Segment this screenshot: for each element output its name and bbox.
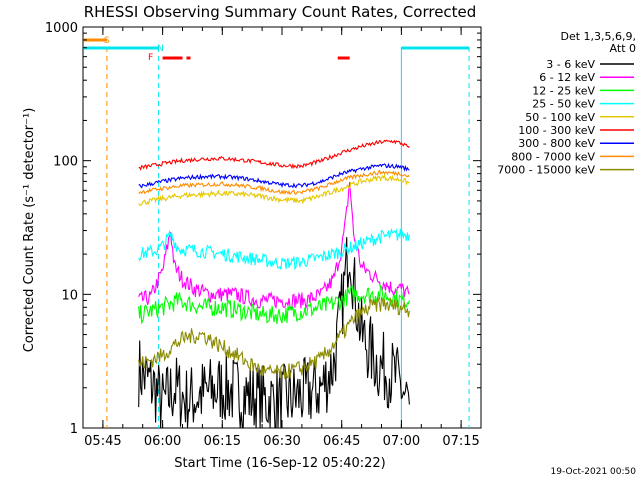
- legend-label: 50 - 100 keV: [525, 111, 595, 124]
- legend-header: Det 1,3,5,6,9,: [560, 30, 636, 43]
- legend-label: 100 - 300 keV: [518, 124, 595, 137]
- legend-label: 7000 - 15000 keV: [497, 164, 595, 177]
- legend-label: 3 - 6 keV: [546, 58, 595, 71]
- x-tick-label: 06:30: [263, 434, 300, 449]
- y-tick-label: 1: [70, 422, 78, 437]
- chart-title: RHESSI Observing Summary Count Rates, Co…: [84, 3, 477, 21]
- x-tick-label: 06:45: [323, 434, 360, 449]
- x-tick-label: 07:00: [383, 434, 420, 449]
- axes: 05:45 06:00 06:15 06:30 06:45 07:00 07:15 1 10 10…: [45, 21, 482, 449]
- series-line: [138, 169, 410, 196]
- series-line: [138, 139, 410, 171]
- series-line: [138, 296, 410, 380]
- flag-label: F: [148, 53, 153, 63]
- legend-label: 12 - 25 keV: [532, 84, 595, 97]
- flag-label: N: [157, 44, 164, 54]
- series-layer: [138, 139, 410, 429]
- x-tick-label: 07:15: [442, 434, 479, 449]
- legend-label: 6 - 12 keV: [539, 71, 595, 84]
- legend-label: 800 - 7000 keV: [511, 150, 595, 163]
- legend-label: 25 - 50 keV: [532, 98, 595, 111]
- date-stamp: 19-Oct-2021 00:50: [551, 467, 637, 477]
- series-line: [138, 227, 410, 271]
- flag-bars: S NF: [84, 36, 470, 63]
- y-tick-label: 1000: [45, 21, 78, 36]
- legend-label: 300 - 800 keV: [518, 137, 595, 150]
- series-line: [138, 237, 410, 429]
- x-tick-label: 05:45: [84, 434, 121, 449]
- x-tick-label: 06:15: [204, 434, 241, 449]
- y-tick-label: 100: [53, 155, 78, 170]
- series-line: [138, 173, 410, 206]
- y-axis-label: Corrected Count Rate (s⁻¹ detector⁻¹): [22, 108, 37, 353]
- y-tick-label: 10: [61, 288, 78, 303]
- x-tick-label: 06:00: [144, 434, 181, 449]
- legend-header: Att 0: [610, 42, 636, 55]
- x-axis-label: Start Time (16-Sep-12 05:40:22): [174, 456, 385, 471]
- series-line: [138, 162, 410, 189]
- series-line: [138, 283, 410, 325]
- series-line: [138, 181, 410, 311]
- flag-label: S: [104, 36, 110, 46]
